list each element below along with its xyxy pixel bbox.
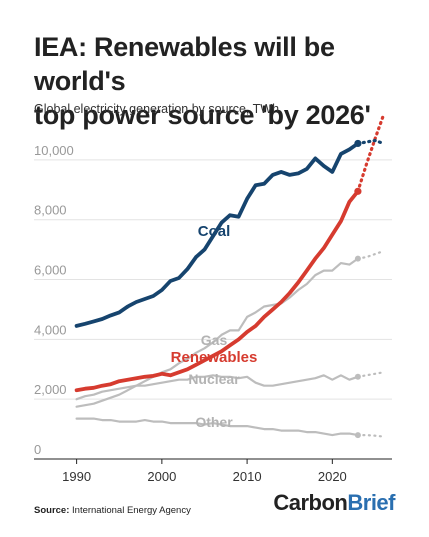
series-nuclear-projection: [356, 371, 385, 378]
series-label-coal: Coal: [198, 223, 231, 240]
title-line-1: IEA: Renewables will be world's: [34, 32, 335, 96]
series-label-renewables: Renewables: [171, 349, 258, 366]
series-label-gas: Gas: [201, 332, 228, 348]
series-gas-projection: [356, 250, 385, 260]
series-gas-line: [75, 257, 359, 408]
series-coal-point: [354, 139, 362, 148]
x-tick-label: 2000: [147, 469, 176, 484]
y-tick-label: 2,000: [34, 382, 67, 397]
chart-title: IEA: Renewables will be world's top powe…: [34, 30, 424, 132]
series-other-projection: [356, 434, 385, 438]
x-tick-label: 2010: [233, 469, 262, 484]
x-tick-label: 2020: [318, 469, 347, 484]
series-coal-projection: [356, 138, 386, 146]
y-tick-label: 8,000: [34, 203, 67, 218]
series-renewables-point: [354, 187, 362, 195]
series-label-nuclear: Nuclear: [188, 371, 240, 387]
y-tick-label: 6,000: [34, 263, 67, 278]
source-text: International Energy Agency: [72, 505, 191, 516]
series-label-other: Other: [195, 414, 233, 430]
x-tick-label: 1990: [62, 469, 91, 484]
source-note: Source: International Energy Agency: [34, 505, 191, 516]
chart-subtitle: Global electricity generation by source,…: [34, 102, 280, 116]
series-gas-point: [354, 255, 361, 262]
source-label: Source:: [34, 505, 70, 516]
y-tick-label: 10,000: [34, 143, 74, 158]
logo-part-brief: Brief: [347, 490, 395, 515]
logo-part-carbon: Carbon: [273, 490, 348, 515]
series-coal-line: [74, 141, 360, 328]
series-nuclear-line: [75, 374, 359, 401]
series-other-line: [75, 417, 359, 437]
series-renewables-line: [74, 189, 360, 393]
series-renewables-projection: [356, 113, 386, 193]
carbon-brief-logo: CarbonBrief: [273, 490, 395, 516]
series-other-point: [354, 432, 361, 439]
y-tick-label: 0: [34, 442, 41, 457]
series-nuclear-point: [354, 373, 361, 380]
y-tick-label: 4,000: [34, 322, 67, 337]
title-line-2: top power source 'by 2026': [34, 100, 371, 130]
